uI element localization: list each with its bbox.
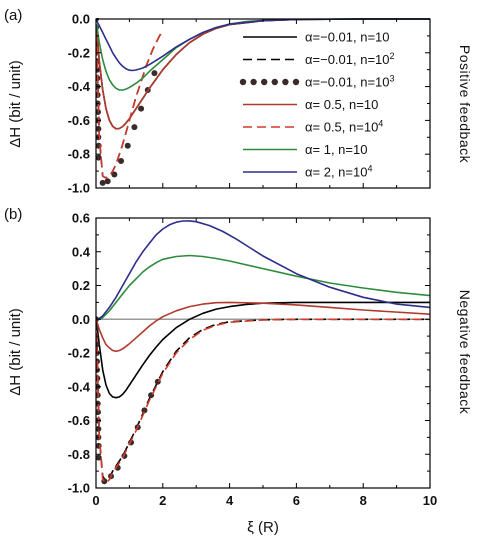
y-tick-label: 0.0 [72,312,90,327]
y-tick-label: 0.6 [72,211,90,226]
y-tick-label: 0.2 [72,278,90,293]
x-tick-label: 6 [293,493,300,508]
legend-marker [261,78,268,86]
data-point [96,341,100,348]
data-point [118,157,125,164]
panel-label: (a) [4,7,22,24]
legend: α=−0.01, n=10 α=−0.01, n=102 α=−0.01, n=10… [239,30,395,180]
y-tick-label: 0.4 [72,244,91,259]
legend-label: α= 1, n=10 [305,142,367,157]
series--0-01-n-10- [96,316,161,485]
legend-label: α=−0.01, n=103 [305,74,395,90]
data-point [151,70,158,77]
data-point [99,179,106,186]
data-point [96,154,102,161]
data-point [96,108,102,115]
legend-label: α=−0.01, n=10 [305,30,390,45]
y-tick-label: -0.4 [68,79,91,94]
x-tick-label: 0 [92,493,99,508]
y-axis-label: ΔH (bit / unit) [7,308,24,396]
y-tick-label: -0.6 [68,413,90,428]
y-tick-label: -1.0 [68,481,90,496]
data-point [138,105,145,112]
y-tick-label: -0.2 [68,45,90,60]
x-tick-label: 10 [423,493,437,508]
y-tick-label: -0.8 [68,147,90,162]
series--0-01-n-10- [96,318,430,483]
side-label: Negative feedback [457,290,473,415]
series--1-n-10 [96,18,430,91]
y-tick-label: -0.2 [68,346,90,361]
plot-frame [95,217,431,489]
legend-marker [250,78,257,86]
panel-0: -1.0 -0.8 -0.6 -0.4 -0.2 0.0 (a) ΔH (bit / unit… [4,7,473,196]
x-tick-label: 2 [159,493,166,508]
series--0-5-n-10 [96,301,430,353]
x-tick-label: 8 [360,493,367,508]
data-point [96,125,102,132]
y-axis-label: ΔH (bit / unit) [7,60,24,148]
legend-marker [282,78,289,86]
legend-marker [239,78,247,86]
y-tick-label: -0.6 [68,113,90,128]
series--2-n-10- [96,220,430,321]
data-point [111,171,118,178]
legend-label: α=−0.01, n=102 [305,51,395,67]
series--0-5-n-10- [96,30,164,179]
series--0-01-n-10- [96,30,164,179]
y-tick-label: 0.0 [72,12,90,27]
series--0-01-n-10- [96,18,158,186]
data-point [131,124,138,131]
data-point [124,142,131,149]
x-axis-label: ξ (R) [247,519,279,536]
x-tick-label: 4 [226,493,234,508]
series-group [96,220,430,485]
series-group [96,18,430,186]
y-tick-label: -0.8 [68,447,90,462]
legend-label: α= 0.5, n=104 [305,119,383,135]
legend-label: α= 2, n=104 [305,164,372,180]
data-point [104,178,111,185]
y-tick-label: -1.0 [68,181,90,196]
panel-1: -1.0 -0.8 -0.6 -0.4 -0.2 0.0 0.2 0.4 0.6 0 2 4 6 8 10 (… [4,206,473,536]
legend-label: α= 0.5, n=10 [305,97,378,112]
series--0-01-n-10 [96,301,430,399]
panel-label: (b) [4,206,22,223]
y-tick-label: -0.4 [68,379,91,394]
data-point [141,407,148,414]
data-point [96,425,102,432]
side-label: Positive feedback [457,45,473,164]
legend-marker [271,78,278,86]
series--2-n-10- [96,18,430,72]
series--0-5-n-10- [96,318,430,484]
legend-marker [292,78,300,86]
series--1-n-10 [96,254,430,321]
data-point [96,409,102,416]
